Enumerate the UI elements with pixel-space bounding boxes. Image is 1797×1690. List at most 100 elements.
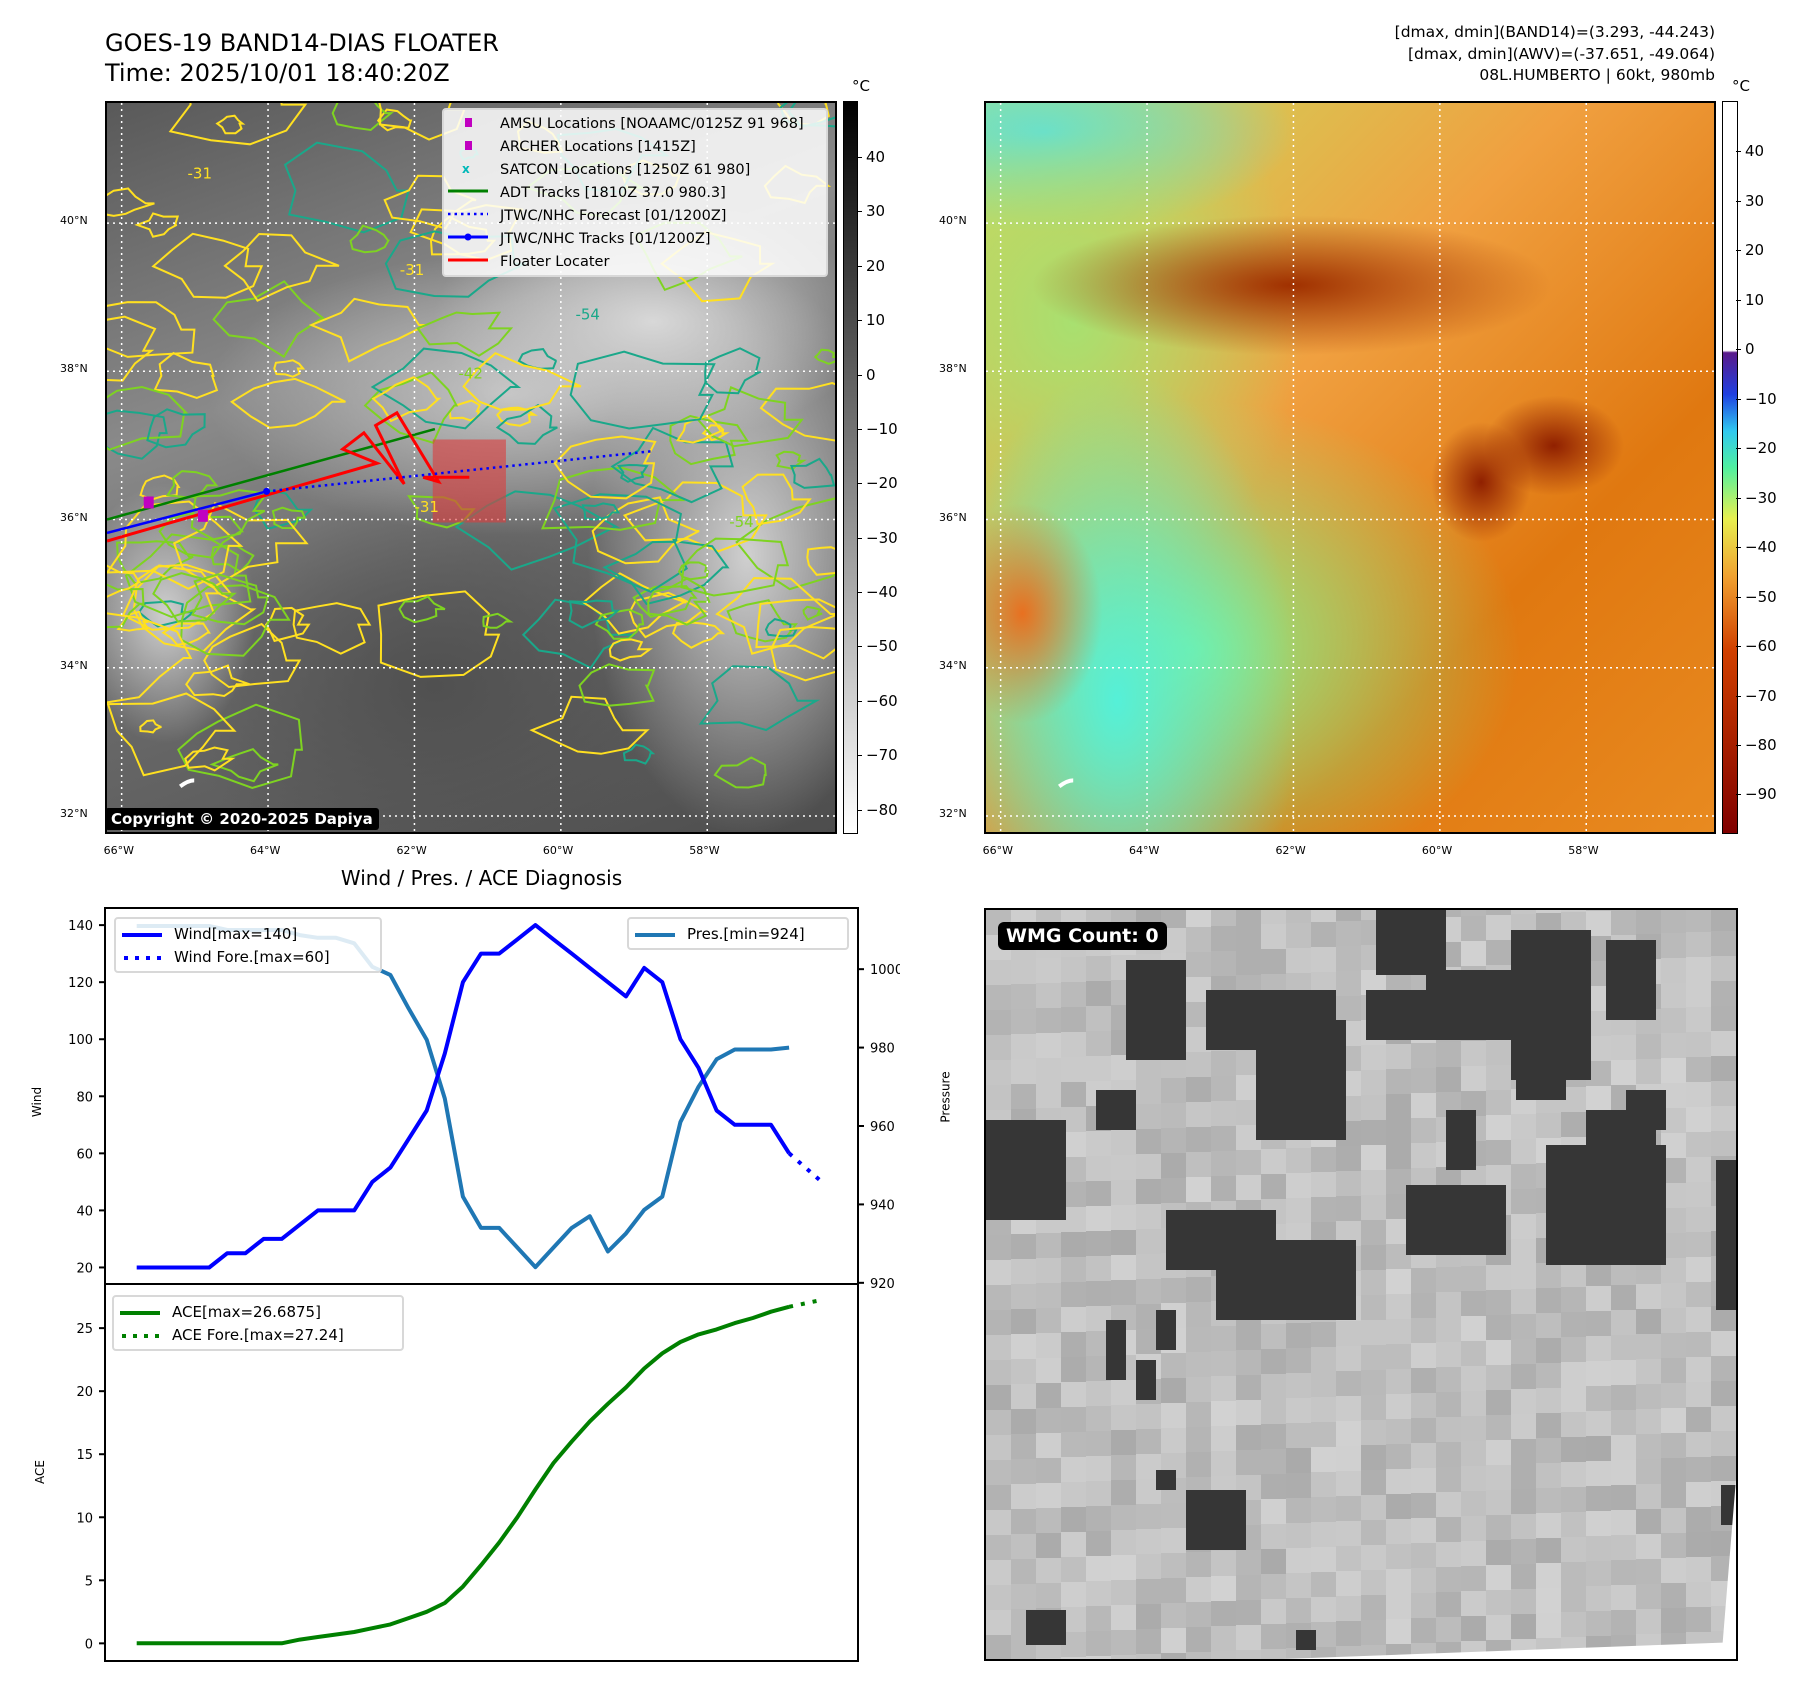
- wmg-cell: [1436, 1042, 1462, 1068]
- cloud-contour: [521, 598, 636, 670]
- wmg-cell: [1686, 1107, 1712, 1133]
- wmg-cell: [1236, 1400, 1262, 1426]
- wmg-cell: [1061, 1657, 1087, 1659]
- cloud-contour: [151, 232, 264, 299]
- wmg-cell: [1436, 1542, 1462, 1568]
- wmg-cell: [1161, 1503, 1187, 1529]
- color-colorbar: [1722, 101, 1738, 834]
- wmg-cell: [1236, 1350, 1262, 1376]
- wmg-cell: [1361, 1345, 1387, 1371]
- wmg-cell: [986, 1460, 1012, 1486]
- wmg-cell: [1236, 1600, 1262, 1626]
- longitude-tick-label: 66°W: [982, 844, 1013, 857]
- wmg-cell: [1486, 1065, 1512, 1091]
- wmg-cell: [1086, 1606, 1112, 1632]
- wmg-cell: [1411, 1118, 1437, 1144]
- wmg-cell: [1061, 1032, 1087, 1058]
- cloud-contour: [139, 719, 162, 734]
- wmg-cell: [1286, 1648, 1312, 1659]
- wmg-cell: [1736, 1255, 1738, 1281]
- wmg-cell: [1736, 1630, 1738, 1656]
- wmg-cell: [1261, 924, 1287, 950]
- wmg-cell: [1461, 1566, 1487, 1592]
- wmg-cell: [1511, 1514, 1537, 1540]
- y-tick-label: 15: [76, 1448, 93, 1463]
- wmg-cell: [1386, 1494, 1412, 1520]
- wmg-cell: [986, 1235, 1012, 1261]
- wmg-cell: [1111, 1405, 1137, 1431]
- pres-legend-swatch: [635, 925, 675, 943]
- wmg-cell: [1736, 1530, 1738, 1556]
- wmg-cell: [1011, 1084, 1037, 1110]
- wmg-cell: [1686, 1607, 1712, 1633]
- wmg-cell: [1436, 1592, 1462, 1618]
- wmg-cell: [1436, 1067, 1462, 1093]
- colorbar-tick-mark: [1736, 349, 1741, 351]
- wmg-cell: [1336, 1421, 1362, 1447]
- cloud-contour: [568, 599, 621, 629]
- wmg-cell: [1211, 910, 1237, 927]
- wmg-cell: [1586, 1261, 1612, 1287]
- latitude-tick-label: 36°N: [60, 510, 88, 524]
- wmg-cell: [1086, 1581, 1112, 1607]
- wmg-cell: [1661, 1383, 1687, 1409]
- wmg-cell: [1736, 930, 1738, 956]
- wmg-cell: [1586, 1461, 1612, 1487]
- wmg-cell: [1536, 1463, 1562, 1489]
- wmg-cell: [1336, 971, 1362, 997]
- wmg-cell: [1511, 1264, 1537, 1290]
- wmg-cell: [1336, 1446, 1362, 1472]
- wmg-cell: [1511, 1589, 1537, 1615]
- cloud-contour: [370, 347, 522, 430]
- wmg-cell: [1261, 1349, 1287, 1375]
- longitude-tick-label: 60°W: [1421, 844, 1453, 857]
- wmg-cell: [1411, 1618, 1437, 1644]
- wmg-cell: [1536, 1438, 1562, 1464]
- wmg-cell: [1336, 1196, 1362, 1222]
- wmg-cell: [1261, 1599, 1287, 1625]
- longitude-tick-label: 64°W: [250, 844, 281, 857]
- wmg-cell: [1061, 1332, 1087, 1358]
- cloud-contour: [680, 537, 790, 597]
- wmg-cell: [1536, 1563, 1562, 1589]
- wmg-cell: [1261, 949, 1287, 975]
- y-tick-label: 10: [76, 1511, 93, 1526]
- wmg-cell: [1086, 1381, 1112, 1407]
- wmg-cell: [1311, 1447, 1337, 1473]
- wmg-cell: [1611, 1610, 1637, 1636]
- wmg-cell: [1686, 1307, 1712, 1333]
- colorbar-tick-label: −40: [866, 583, 898, 602]
- wmg-cell: [1411, 1543, 1437, 1569]
- wmg-cell: [1261, 1149, 1287, 1175]
- wmg-cell: [1411, 1293, 1437, 1319]
- wmg-count-label: WMG Count: 0: [998, 922, 1167, 950]
- wmg-cell: [1186, 927, 1212, 953]
- plot-frame: [104, 1283, 859, 1662]
- wmg-cell: [1336, 946, 1362, 972]
- wmg-cell: [1436, 910, 1462, 918]
- wmg-cell: [1686, 1332, 1712, 1358]
- wmg-cell: [1636, 1609, 1662, 1635]
- cloud-contour: [713, 756, 767, 789]
- cloud-contour: [107, 564, 142, 598]
- pressure-axis-label: Pressure: [938, 1071, 953, 1123]
- wmg-cold-block: [1376, 910, 1446, 975]
- wmg-cell: [1161, 1403, 1187, 1429]
- wmg-cell: [1261, 1324, 1287, 1350]
- wmg-cell: [1686, 1007, 1712, 1033]
- wind-fore-legend-swatch: [122, 948, 162, 966]
- wmg-cell: [1211, 1401, 1237, 1427]
- wmg-cell: [1661, 1533, 1687, 1559]
- wmg-cell: [1236, 1375, 1262, 1401]
- wmg-cell: [1661, 1058, 1687, 1084]
- latitude-tick-label: 34°N: [939, 658, 967, 672]
- wmg-cell: [1361, 1420, 1387, 1446]
- wmg-cell: [1611, 1385, 1637, 1411]
- wmg-cell: [986, 1010, 1012, 1036]
- wmg-cell: [1636, 1584, 1662, 1610]
- wmg-grid: [986, 910, 1738, 1659]
- wmg-cell: [1361, 1170, 1387, 1196]
- wmg-cell: [1686, 1407, 1712, 1433]
- wmg-cell: [1061, 1357, 1087, 1383]
- colorbar-tick-mark: [1736, 299, 1741, 301]
